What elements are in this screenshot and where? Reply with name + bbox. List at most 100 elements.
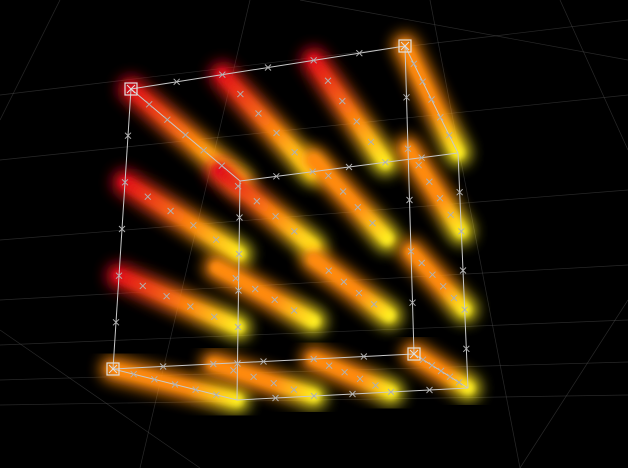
x-marker-icon[interactable] <box>212 391 220 399</box>
x-marker-icon[interactable] <box>190 221 197 229</box>
x-marker-icon[interactable] <box>159 363 167 370</box>
x-marker-icon[interactable] <box>436 113 444 121</box>
x-marker-icon[interactable] <box>264 64 272 71</box>
x-marker-icon[interactable] <box>212 236 220 244</box>
x-marker-icon[interactable] <box>272 212 279 220</box>
x-marker-icon[interactable] <box>310 392 318 400</box>
x-marker-icon[interactable] <box>419 356 427 364</box>
x-marker-icon[interactable] <box>404 145 412 153</box>
x-marker-icon[interactable] <box>182 131 189 139</box>
x-marker-icon[interactable] <box>235 287 242 294</box>
x-marker-icon[interactable] <box>367 138 375 146</box>
x-marker-icon[interactable] <box>234 182 242 190</box>
x-marker-icon[interactable] <box>291 148 298 156</box>
x-marker-icon[interactable] <box>406 196 413 204</box>
x-marker-icon[interactable] <box>418 154 426 162</box>
x-marker-icon[interactable] <box>272 172 280 180</box>
x-marker-icon[interactable] <box>428 96 435 103</box>
x-marker-icon[interactable] <box>353 118 361 125</box>
x-marker-icon[interactable] <box>310 56 318 64</box>
x-marker-icon[interactable] <box>428 361 436 369</box>
x-marker-icon[interactable] <box>271 296 279 304</box>
x-marker-icon[interactable] <box>270 379 278 387</box>
x-marker-icon[interactable] <box>459 267 467 274</box>
x-marker-icon[interactable] <box>260 358 267 365</box>
x-marker-icon[interactable] <box>235 250 243 258</box>
x-marker-icon[interactable] <box>426 386 433 394</box>
x-marker-icon[interactable] <box>446 373 454 381</box>
x-marker-icon[interactable] <box>112 318 120 326</box>
x-marker-icon[interactable] <box>369 219 376 227</box>
x-marker-icon[interactable] <box>437 367 445 375</box>
x-marker-icon[interactable] <box>218 162 226 170</box>
x-marker-icon[interactable] <box>418 259 426 267</box>
x-marker-icon[interactable] <box>124 132 132 140</box>
x-marker-icon[interactable] <box>355 49 363 57</box>
x-marker-icon[interactable] <box>445 131 453 139</box>
x-marker-icon[interactable] <box>255 110 262 117</box>
x-marker-icon[interactable] <box>355 289 363 297</box>
x-marker-icon[interactable] <box>360 353 368 360</box>
x-marker-icon[interactable] <box>232 274 240 282</box>
x-marker-icon[interactable] <box>436 194 444 202</box>
x-marker-icon[interactable] <box>415 161 423 169</box>
x-marker-icon[interactable] <box>310 355 318 363</box>
x-marker-icon[interactable] <box>171 381 179 388</box>
x-marker-icon[interactable] <box>209 360 217 368</box>
x-marker-icon[interactable] <box>272 394 279 402</box>
x-marker-icon[interactable] <box>372 382 379 389</box>
x-marker-icon[interactable] <box>234 360 241 367</box>
x-marker-icon[interactable] <box>403 93 410 101</box>
x-marker-icon[interactable] <box>425 178 433 186</box>
x-marker-icon[interactable] <box>325 267 333 274</box>
x-marker-icon[interactable] <box>324 77 332 85</box>
x-marker-icon[interactable] <box>439 282 447 290</box>
x-marker-icon[interactable] <box>200 146 208 154</box>
x-marker-icon[interactable] <box>251 285 259 293</box>
x-marker-icon[interactable] <box>163 292 170 300</box>
square-x-handle-icon[interactable] <box>398 39 412 53</box>
x-marker-icon[interactable] <box>462 345 470 353</box>
x-marker-icon[interactable] <box>457 227 465 235</box>
x-marker-icon[interactable] <box>290 386 298 393</box>
x-marker-icon[interactable] <box>210 313 218 321</box>
x-marker-icon[interactable] <box>340 278 348 286</box>
square-x-handle-icon[interactable] <box>124 82 138 96</box>
x-marker-icon[interactable] <box>144 193 152 201</box>
x-marker-icon[interactable] <box>192 386 200 394</box>
x-marker-icon[interactable] <box>387 388 395 396</box>
x-marker-icon[interactable] <box>236 214 243 221</box>
x-marker-icon[interactable] <box>150 375 158 383</box>
x-marker-icon[interactable] <box>253 197 261 205</box>
x-marker-icon[interactable] <box>145 100 153 108</box>
x-marker-icon[interactable] <box>455 378 463 386</box>
x-marker-icon[interactable] <box>167 207 174 215</box>
x-marker-icon[interactable] <box>163 116 171 124</box>
x-marker-icon[interactable] <box>356 375 364 383</box>
x-marker-icon[interactable] <box>447 211 455 219</box>
x-marker-icon[interactable] <box>409 299 416 307</box>
x-marker-icon[interactable] <box>419 78 427 86</box>
x-marker-icon[interactable] <box>139 282 147 290</box>
x-marker-icon[interactable] <box>291 228 298 235</box>
x-marker-icon[interactable] <box>130 370 138 378</box>
x-marker-icon[interactable] <box>450 294 458 302</box>
x-marker-icon[interactable] <box>230 367 237 374</box>
x-marker-icon[interactable] <box>118 225 126 233</box>
x-marker-icon[interactable] <box>218 71 226 79</box>
x-marker-icon[interactable] <box>121 178 129 186</box>
x-marker-icon[interactable] <box>370 300 378 308</box>
x-marker-icon[interactable] <box>341 368 348 376</box>
x-marker-icon[interactable] <box>325 362 333 369</box>
x-marker-icon[interactable] <box>115 272 123 280</box>
x-marker-icon[interactable] <box>345 163 353 171</box>
x-marker-icon[interactable] <box>234 323 242 331</box>
x-marker-icon[interactable] <box>273 129 280 137</box>
x-marker-icon[interactable] <box>461 306 469 314</box>
point-markers[interactable] <box>106 39 470 402</box>
x-marker-icon[interactable] <box>339 188 347 195</box>
square-x-handle-icon[interactable] <box>407 347 421 361</box>
x-marker-icon[interactable] <box>309 168 317 176</box>
